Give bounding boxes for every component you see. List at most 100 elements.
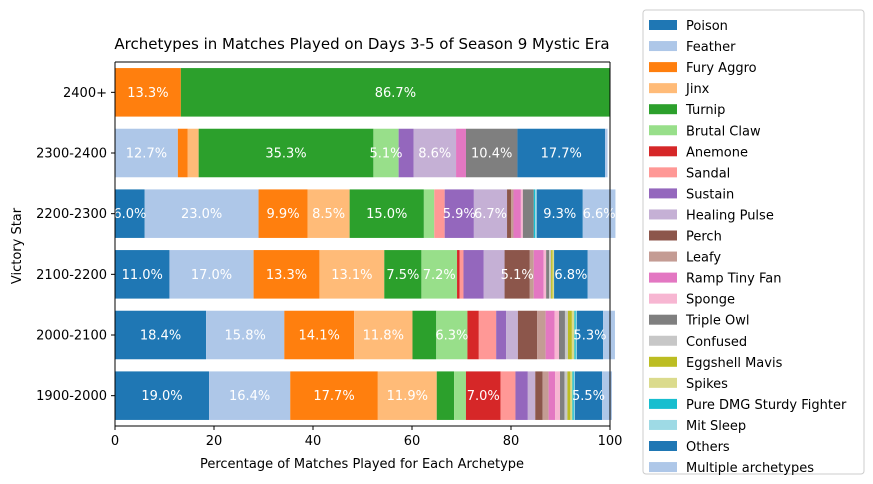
legend-label: Sustain [686,187,734,202]
data-label: 6.0% [113,207,146,222]
legend-swatch [649,104,677,115]
bar-segment [511,189,514,238]
legend-swatch [649,62,677,73]
data-label: 6.7% [474,207,507,222]
legend-label: Jinx [685,82,710,97]
legend-swatch [649,188,677,199]
data-label: 5.9% [443,207,476,222]
bar-segment [551,250,553,299]
data-label: 5.3% [573,329,606,344]
bar-segment [434,189,445,238]
data-label: 11.8% [363,329,404,344]
y-axis-label: Victory Star [10,207,25,284]
bar-segment [456,128,466,178]
legend-label: Feather [686,40,736,55]
data-label: 17.0% [191,268,232,283]
axes-layer: 0 20 40 60 80 100 2400+ 2300-2400 2200-2300 2100-… [36,61,623,449]
bar-segment [549,250,552,299]
bar-segment [187,128,199,178]
bar-segment [576,310,604,360]
bar-segment [115,128,178,178]
legend-label: Others [686,440,730,455]
legend-label: Fury Aggro [686,61,757,76]
bar-segment [319,250,385,299]
bar-segment [198,128,374,178]
x-tick-label: 60 [404,434,421,449]
legend-label: Multiple archetypes [686,461,814,476]
legend-label: Pure DMG Sturdy Fighter [686,398,847,413]
bar-segment [349,189,424,238]
bar-segment [537,310,546,360]
bar-segment [377,371,437,420]
legend-swatch [649,167,677,178]
bar-segment [517,310,538,360]
bar-segment [384,250,422,299]
bar-segment [115,68,181,117]
bar-segment [467,310,479,360]
data-label: 18.4% [140,329,181,344]
legend-swatch [649,462,677,473]
legend-label: Leafy [686,251,721,266]
bar-segment [517,128,606,178]
data-label: 10.4% [471,147,512,162]
bar-segment [413,128,457,178]
legend-swatch [649,125,677,136]
bar-segment [459,250,464,299]
bar-segment [567,310,572,360]
data-label: 13.3% [127,86,168,101]
legend-swatch [649,41,677,52]
legend-label: Sponge [686,293,735,308]
bar-segment [533,189,536,238]
y-tick-label: 2400+ [63,86,107,101]
bar-segment [290,371,378,420]
bar-segment [520,189,523,238]
data-label: 5.1% [501,268,534,283]
bar-segment [478,310,497,360]
y-tick-label: 2000-2100 [36,329,107,344]
legend-label: Ramp Tiny Fan [686,272,781,287]
bar-segment [564,310,568,360]
bar-segment [412,310,437,360]
bars-layer [115,68,616,420]
bar-segment [555,371,561,420]
bar-segment [574,310,576,360]
data-label: 14.1% [299,329,340,344]
legend-label: Spikes [686,377,728,392]
bar-segment [513,189,521,238]
bar-segment [421,250,458,299]
data-label: 7.2% [423,268,456,283]
bar-segment [454,371,466,420]
bar-segment [496,310,507,360]
bar-segment [529,250,534,299]
bar-segment [177,128,188,178]
x-tick-label: 40 [305,434,322,449]
bar-segment [570,371,573,420]
bar-segment [522,189,534,238]
bar-segment [559,310,565,360]
bar-segment [567,371,571,420]
bar-segment [602,371,612,420]
legend-label: Turnip [685,103,725,118]
bar-segment [115,310,207,360]
bar-segment [560,371,565,420]
bar-segment [115,189,145,238]
bar-segment [542,371,549,420]
bar-segment [307,189,350,238]
bar-segment [115,371,210,420]
bar-segment [209,371,291,420]
bar-segment [444,189,474,238]
bar-segment [603,310,615,360]
bar-segment [373,128,399,178]
data-label: 6.6% [583,207,616,222]
legend: Poison Feather Fury Aggro Jinx Turnip Brutal … [642,9,865,476]
bar-segment [545,310,555,360]
bar-segment [575,310,577,360]
bar-segment [571,310,575,360]
legend-swatch [649,377,677,388]
bar-segment [483,250,505,299]
bar-segment [354,310,413,360]
data-label: 7.0% [467,389,500,404]
y-tick-label: 1900-2000 [36,389,107,404]
x-tick-label: 100 [598,434,623,449]
